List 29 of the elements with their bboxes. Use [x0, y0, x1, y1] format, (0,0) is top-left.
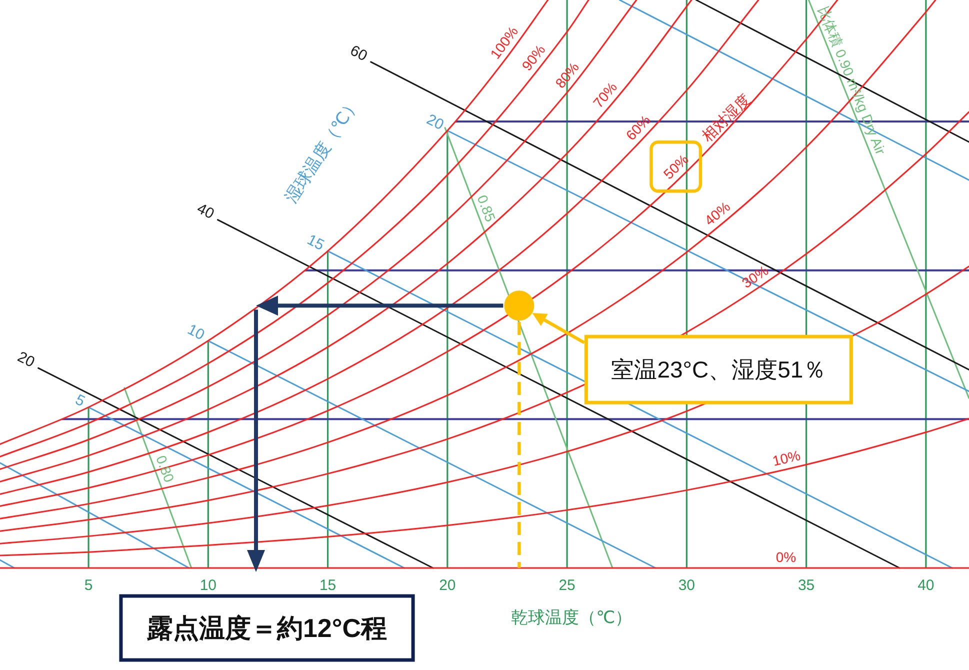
series-label: 10	[184, 321, 208, 344]
series-label: 15	[304, 231, 327, 254]
series-label: 0.85	[474, 192, 499, 224]
series-label: 60	[347, 42, 370, 65]
series-label: 60%	[622, 112, 654, 144]
x-tick-label: 10	[200, 577, 216, 594]
series-label: 比体積 0.90 m³/kg Dry Air	[815, 4, 889, 157]
annotation: 相対湿度	[699, 91, 754, 146]
x-tick-label: 25	[558, 577, 576, 594]
annotation: 室温23°C、湿度51％	[611, 356, 826, 383]
x-axis-title: 乾球温度（℃）	[511, 608, 632, 627]
x-tick-label: 30	[678, 577, 696, 594]
x-tick-label: 20	[439, 577, 456, 594]
series-label: 0.80	[153, 453, 178, 484]
series-label: 0%	[776, 548, 796, 565]
series-label: 30%	[738, 262, 772, 292]
x-tick-label: 40	[918, 577, 934, 594]
series-label: 50%	[660, 151, 692, 182]
x-tick-label: 5	[84, 577, 93, 594]
x-tick-label: 15	[319, 577, 336, 594]
series-label: 20	[424, 111, 446, 134]
x-tick-label: 35	[798, 577, 815, 594]
series-label: 40	[194, 200, 217, 223]
series-label: 10%	[770, 446, 802, 469]
annotation: 湿球温度（℃）	[281, 94, 364, 206]
annotation: 露点温度＝約12°C程	[146, 613, 388, 644]
series-label: 20	[14, 348, 38, 372]
series-label: 40%	[701, 198, 734, 229]
series-label: 5	[72, 391, 88, 410]
